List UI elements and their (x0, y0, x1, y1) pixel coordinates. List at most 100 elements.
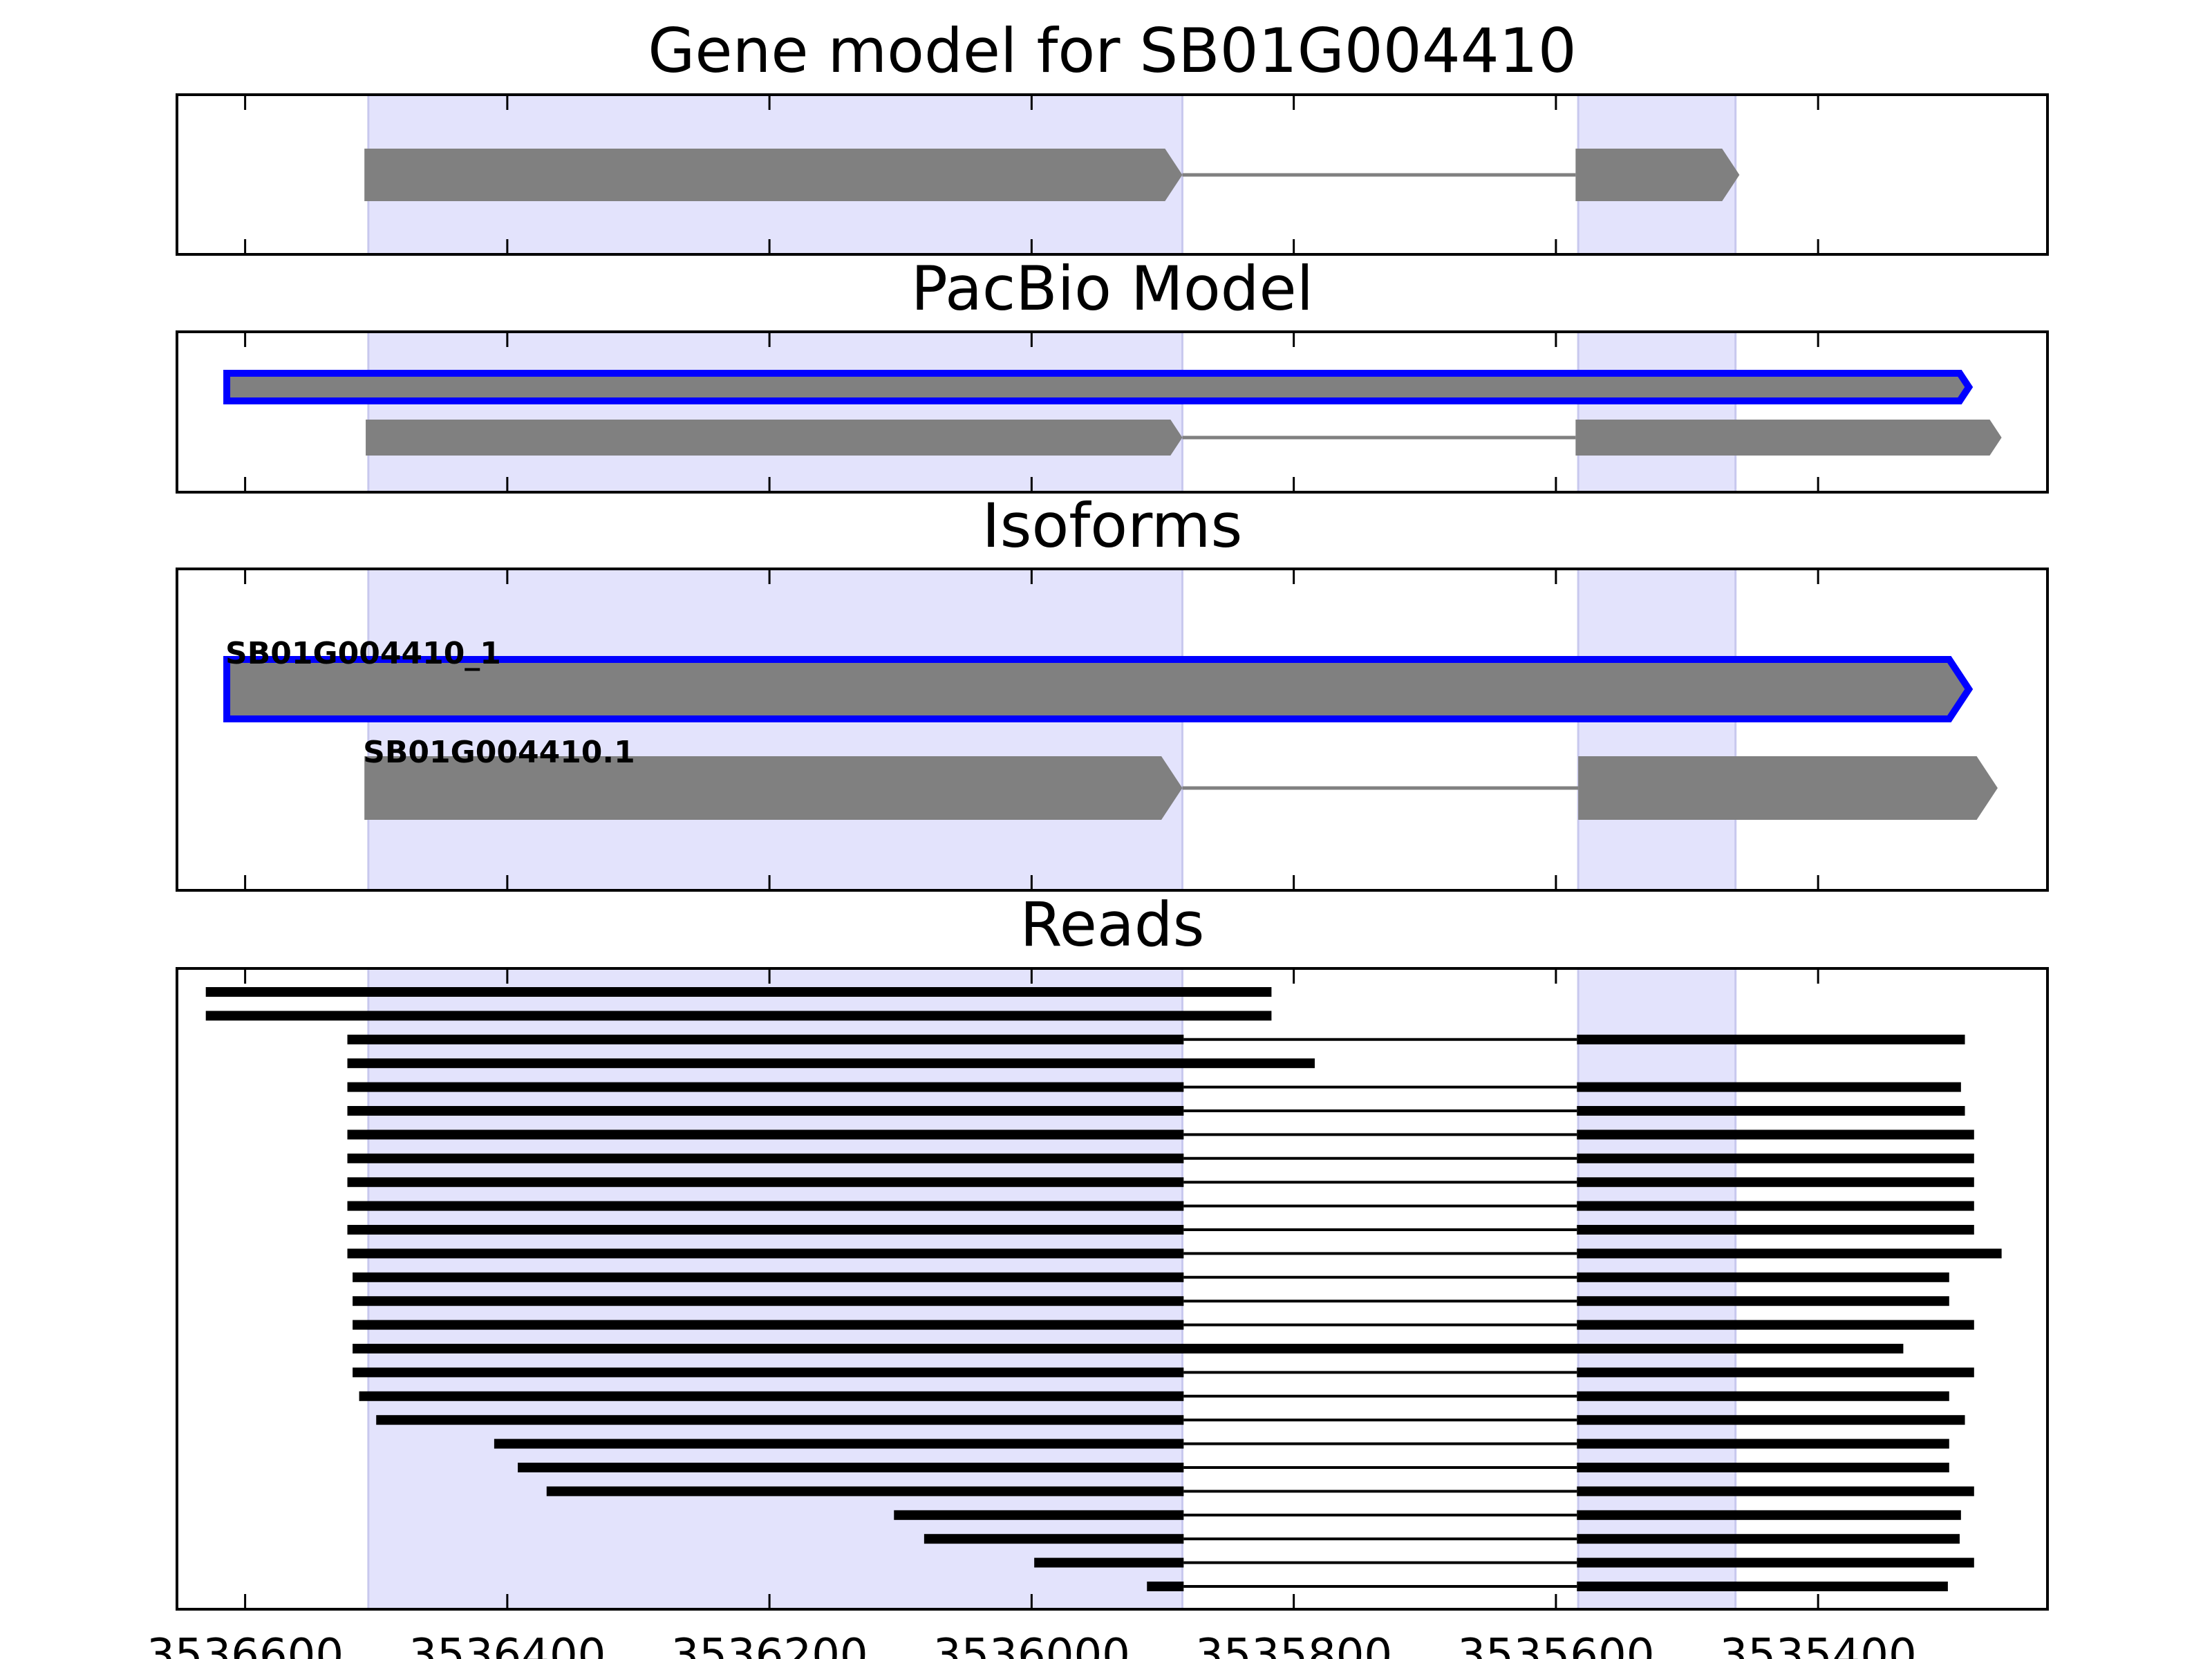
panel-frame (176, 967, 2049, 1611)
read-block (1577, 1106, 1965, 1116)
panel-title: Isoforms (982, 490, 1243, 561)
read-block (494, 1438, 1184, 1449)
read-row (353, 1296, 1949, 1306)
x-tick-label: 3535600 (1457, 1630, 1654, 1659)
read-row (494, 1438, 1949, 1449)
selected-isoform-track (223, 370, 1974, 404)
read-block (1577, 1082, 1961, 1092)
x-tick-label: 3536000 (933, 1630, 1130, 1659)
exon-highlight-band (1577, 568, 1737, 892)
read-row (205, 987, 1272, 997)
read-block (894, 1510, 1184, 1520)
read-block (353, 1272, 1184, 1282)
panel-title: Reads (1020, 889, 1205, 960)
read-row (347, 1153, 1974, 1163)
read-block (1577, 1510, 1961, 1520)
read-row (894, 1510, 1961, 1520)
read-block (347, 1201, 1184, 1211)
selected-exon-block (223, 370, 1974, 404)
x-tick-label: 3536600 (147, 1630, 344, 1659)
read-block (1577, 1320, 1974, 1330)
isoform-label: SB01G004410.1 (363, 735, 635, 770)
read-block (1577, 1177, 1974, 1188)
x-tick-label: 3535800 (1195, 1630, 1392, 1659)
read-block (1577, 1438, 1949, 1449)
read-block (353, 1367, 1184, 1378)
read-row (1147, 1582, 1948, 1591)
read-row (347, 1177, 1974, 1188)
exon-highlight-band (367, 568, 1183, 892)
read-row (353, 1367, 1974, 1378)
panel-frame (176, 568, 2049, 892)
read-block (1577, 1534, 1960, 1544)
read-block (347, 1082, 1184, 1092)
read-row (347, 1034, 1965, 1044)
selected-exon-block (223, 656, 1974, 722)
read-row (1034, 1557, 1974, 1568)
panel-2: Isoforms SB01G004410_1 SB01G004410.1 (176, 490, 2049, 892)
read-row (353, 1320, 1974, 1330)
panel-3: Reads (176, 889, 2049, 1611)
exon-highlight-band (1577, 967, 1737, 1611)
x-tick-label: 3536200 (671, 1630, 868, 1659)
read-block (205, 987, 1272, 997)
read-row (546, 1486, 1974, 1497)
read-block (347, 1225, 1184, 1235)
read-block (924, 1534, 1184, 1544)
isoform-track (364, 149, 1740, 201)
read-row (359, 1391, 1949, 1401)
exon-block (364, 149, 1183, 201)
read-block (1577, 1225, 1974, 1235)
isoform-track (366, 420, 2002, 456)
read-block (347, 1177, 1184, 1188)
panel-0: Gene model for SB01G004410 (176, 15, 2049, 256)
read-block (347, 1130, 1184, 1140)
panel-title: Gene model for SB01G004410 (648, 15, 1577, 86)
exon-block (364, 756, 1183, 820)
read-block (353, 1344, 1904, 1353)
panel-1: PacBio Model (176, 253, 2049, 494)
read-row (347, 1106, 1965, 1116)
read-block (1577, 1296, 1949, 1306)
exon-highlight-band (1577, 330, 1737, 494)
read-block (1577, 1557, 1974, 1568)
read-block (353, 1320, 1184, 1330)
read-block (1577, 1130, 1974, 1140)
read-block (1577, 1486, 1974, 1497)
read-block (1577, 1201, 1974, 1211)
read-row (353, 1344, 1904, 1353)
read-block (1577, 1272, 1949, 1282)
x-tick-label: 3536400 (409, 1630, 606, 1659)
read-block (1577, 1367, 1974, 1378)
isoform-track: SB01G004410.1 (363, 735, 1998, 820)
exon-block (1575, 420, 2002, 456)
isoform-label: SB01G004410_1 (225, 636, 501, 671)
read-block (205, 1011, 1272, 1021)
selected-isoform-track: SB01G004410_1 (223, 636, 1974, 722)
read-block (1577, 1034, 1965, 1044)
read-row (347, 1201, 1974, 1211)
panel-frame (176, 330, 2049, 494)
read-row (347, 1248, 2002, 1259)
read-block (1577, 1248, 2002, 1259)
read-block (1147, 1582, 1184, 1591)
exon-block (366, 420, 1183, 456)
read-row (347, 1058, 1315, 1069)
read-row (347, 1130, 1974, 1140)
read-row (376, 1415, 1965, 1425)
read-block (1034, 1557, 1184, 1568)
read-block (347, 1248, 1184, 1259)
exon-highlight-band (367, 330, 1183, 494)
panel-frame (176, 93, 2049, 256)
read-row (347, 1225, 1974, 1235)
exon-block (1575, 149, 1740, 201)
exon-highlight-band (367, 967, 1183, 1611)
read-block (1577, 1463, 1949, 1472)
read-block (359, 1391, 1184, 1401)
read-row (353, 1272, 1949, 1282)
read-block (1577, 1391, 1949, 1401)
read-block (1577, 1582, 1948, 1591)
read-row (518, 1463, 1949, 1472)
read-row (347, 1082, 1961, 1092)
